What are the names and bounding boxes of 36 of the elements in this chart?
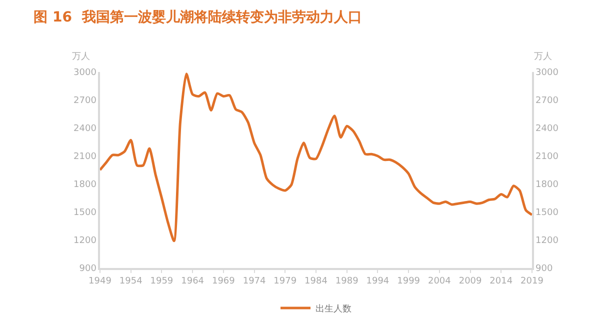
y2-tick-label: 1500 (536, 208, 559, 218)
line-series (100, 72, 532, 242)
x-tick-label: 1979 (274, 276, 297, 287)
y-tick-label: 1800 (74, 180, 97, 190)
x-tick-label: 1959 (150, 276, 174, 287)
y2-tick-label: 2700 (536, 96, 559, 106)
y2-tick-label: 2400 (536, 124, 559, 134)
x-tick-label: 2019 (520, 276, 544, 287)
x-tick-label: 1999 (397, 276, 420, 287)
y2-tick-label: 2100 (536, 152, 559, 162)
y2-tick-label: 1200 (536, 236, 559, 246)
y-tick-label: 2700 (74, 96, 97, 106)
y-tick-label: 2100 (74, 152, 97, 162)
y2-tick-label: 3000 (536, 68, 559, 78)
x-tick-label: 1969 (212, 276, 236, 287)
y2-tick-label: 1800 (536, 180, 559, 190)
y-tick-label: 3000 (74, 68, 97, 78)
y2-axis-title: 万人 (534, 51, 552, 62)
x-tick-label: 1989 (335, 276, 359, 287)
x-tick-label: 1994 (366, 276, 390, 287)
y-tick-label: 1200 (74, 236, 97, 246)
y2-tick-label: 900 (536, 264, 553, 274)
x-tick-label: 2009 (458, 276, 482, 287)
legend-label: 出生人数 (316, 303, 352, 314)
x-tick-label: 2014 (490, 276, 513, 287)
x-tick-label: 1984 (304, 276, 328, 287)
chart-title: 图 16 我国第一波婴儿潮将陆续转变为非劳动力人口 (34, 8, 362, 26)
x-tick-label: 1954 (119, 276, 143, 287)
x-tick-label: 2004 (428, 276, 452, 287)
y-tick-label: 1500 (74, 208, 97, 218)
x-tick-label: 1964 (181, 276, 204, 287)
y-tick-label: 900 (79, 264, 97, 274)
y-tick-label: 2400 (74, 124, 97, 134)
x-tick-label: 1949 (88, 276, 112, 287)
x-tick-label: 1974 (242, 276, 266, 287)
y-axis-title: 万人 (72, 51, 90, 62)
